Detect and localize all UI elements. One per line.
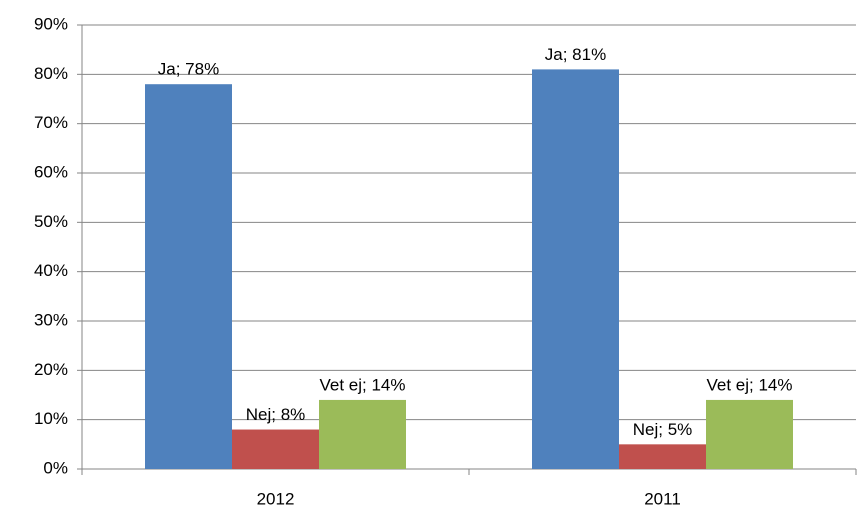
y-tick-label: 70%: [34, 113, 68, 132]
y-tick-label: 0%: [43, 458, 68, 477]
y-tick-label: 90%: [34, 14, 68, 33]
y-tick-label: 30%: [34, 310, 68, 329]
y-tick-label: 80%: [34, 64, 68, 83]
x-tick-label: 2012: [257, 489, 295, 508]
data-label: Vet ej; 14%: [706, 375, 792, 394]
y-tick-label: 10%: [34, 409, 68, 428]
data-label: Ja; 78%: [158, 60, 219, 79]
data-label: Nej; 8%: [246, 405, 306, 424]
bar: [319, 399, 406, 469]
y-tick-label: 40%: [34, 261, 68, 280]
y-tick-label: 20%: [34, 360, 68, 379]
data-label: Vet ej; 14%: [319, 375, 405, 394]
bar: [619, 444, 706, 469]
x-tick-label: 2011: [644, 489, 681, 508]
bar: [532, 69, 619, 470]
data-label: Ja; 81%: [545, 45, 606, 64]
bar: [706, 399, 793, 469]
bar: [232, 429, 319, 469]
y-tick-label: 50%: [34, 212, 68, 231]
bar: [145, 84, 232, 469]
data-label: Nej; 5%: [633, 420, 693, 439]
y-tick-label: 60%: [34, 162, 68, 181]
